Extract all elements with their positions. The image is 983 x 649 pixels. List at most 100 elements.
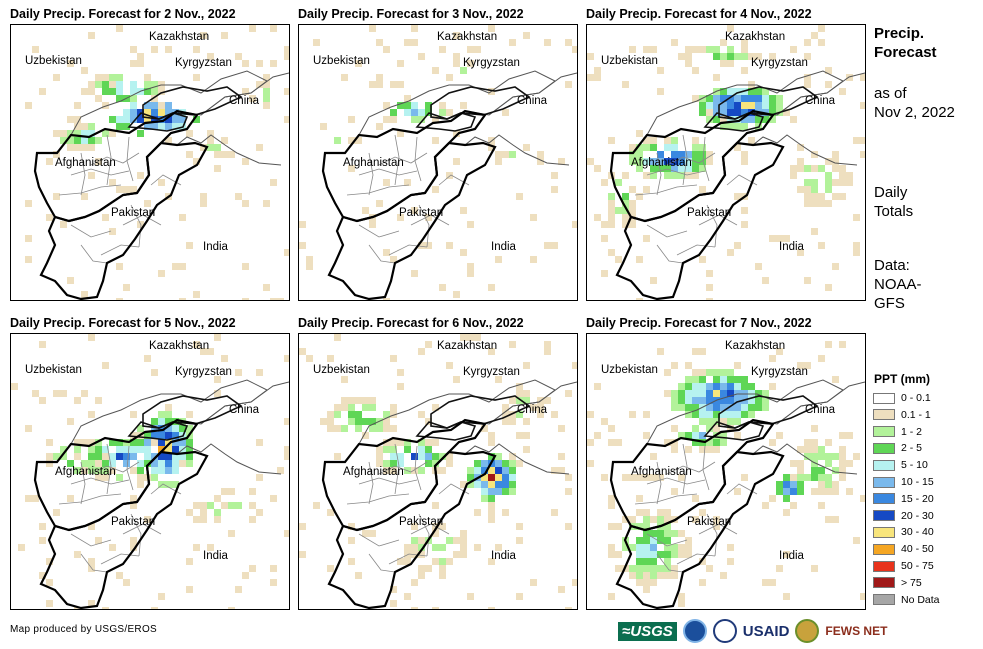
precip-cell	[327, 425, 334, 432]
province-line	[130, 513, 142, 557]
precip-cell	[130, 46, 137, 53]
precip-cell	[88, 123, 95, 130]
precip-cell	[348, 411, 355, 418]
precip-cell	[53, 509, 60, 516]
precip-cell	[200, 509, 207, 516]
precip-cell	[839, 193, 846, 200]
precip-cell	[88, 446, 95, 453]
precip-cell	[797, 467, 804, 474]
precip-cell	[88, 460, 95, 467]
precip-cell	[706, 439, 713, 446]
legend-title: PPT (mm)	[874, 372, 931, 386]
precip-cell	[706, 95, 713, 102]
legend-item: 0 - 0.1	[873, 391, 931, 405]
precip-cell	[74, 446, 81, 453]
precip-cell	[334, 425, 341, 432]
precip-cell	[200, 348, 207, 355]
legend-label: No Data	[901, 593, 940, 606]
precip-cell	[249, 25, 256, 32]
precip-cell	[551, 186, 558, 193]
precip-cell	[179, 116, 186, 123]
precip-cell	[376, 425, 383, 432]
precip-cell	[650, 516, 657, 523]
precip-cell	[397, 214, 404, 221]
precip-cell	[790, 172, 797, 179]
precip-cell	[263, 284, 270, 291]
precip-cell	[158, 446, 165, 453]
precip-cell	[594, 383, 601, 390]
precip-cell	[818, 474, 825, 481]
precip-cell	[186, 242, 193, 249]
precip-cell	[158, 439, 165, 446]
map-canvas	[25, 25, 289, 300]
precip-cell	[102, 214, 109, 221]
precip-cell	[790, 488, 797, 495]
precip-cell	[46, 453, 53, 460]
legend-swatch	[873, 594, 895, 606]
precip-cell	[74, 397, 81, 404]
precip-cell	[797, 481, 804, 488]
precip-cell	[629, 474, 636, 481]
precip-cell	[151, 467, 158, 474]
province-line	[418, 513, 430, 557]
precip-cell	[615, 256, 622, 263]
precip-cell	[502, 488, 509, 495]
precip-cell	[678, 404, 685, 411]
precip-cell	[390, 460, 397, 467]
forecast-panel-3: Daily Precip. Forecast for 4 Nov., 2022 …	[586, 7, 866, 301]
precip-cell	[741, 46, 748, 53]
precip-cell	[390, 256, 397, 263]
precip-cell	[811, 453, 818, 460]
precip-cell	[671, 544, 678, 551]
precip-cell	[769, 355, 776, 362]
precip-cell	[678, 158, 685, 165]
precip-cell	[474, 460, 481, 467]
precip-cell	[151, 95, 158, 102]
forecast-map: Kazakhstan Uzbekistan Kyrgyzstan China Afgha…	[10, 24, 290, 301]
panel-title: Daily Precip. Forecast for 3 Nov., 2022	[298, 7, 524, 21]
country-label-pakistan: Pakistan	[399, 516, 444, 528]
precip-cell	[601, 179, 608, 186]
admin-boundaries	[58, 134, 182, 264]
precip-cell	[797, 362, 804, 369]
precip-cell	[488, 144, 495, 151]
precip-cell	[685, 53, 692, 60]
precip-cell	[720, 411, 727, 418]
precip-cell	[390, 425, 397, 432]
precip-cell	[832, 453, 839, 460]
precip-cell	[636, 474, 643, 481]
precip-cell	[643, 137, 650, 144]
province-line	[378, 152, 428, 166]
precip-cell	[594, 432, 601, 439]
province-line	[122, 214, 162, 226]
precip-cell	[776, 481, 783, 488]
precip-cell	[116, 81, 123, 88]
precip-cell	[404, 102, 411, 109]
precip-cell	[460, 537, 467, 544]
precip-cell	[818, 446, 825, 453]
precip-cell	[383, 116, 390, 123]
precip-cell	[242, 60, 249, 67]
precip-cell	[734, 116, 741, 123]
precip-cell	[158, 411, 165, 418]
precip-cell	[467, 481, 474, 488]
precip-cell	[25, 495, 32, 502]
precip-cell	[362, 432, 369, 439]
legend-label: 1 - 2	[901, 425, 923, 438]
precip-cell	[425, 102, 432, 109]
country-label-afghanistan: Afghanistan	[55, 157, 116, 169]
precip-cell	[685, 151, 692, 158]
precip-cell	[432, 544, 439, 551]
precip-cell	[186, 425, 193, 432]
precip-cell	[706, 151, 713, 158]
precip-cell	[88, 467, 95, 474]
precip-cell	[713, 53, 720, 60]
province-line	[414, 445, 422, 491]
precip-cell	[130, 60, 137, 67]
precip-cell	[804, 74, 811, 81]
precip-cell	[608, 523, 615, 530]
precip-cell	[130, 467, 137, 474]
precip-cell	[544, 341, 551, 348]
precip-cell	[636, 509, 643, 516]
precip-cell	[432, 502, 439, 509]
